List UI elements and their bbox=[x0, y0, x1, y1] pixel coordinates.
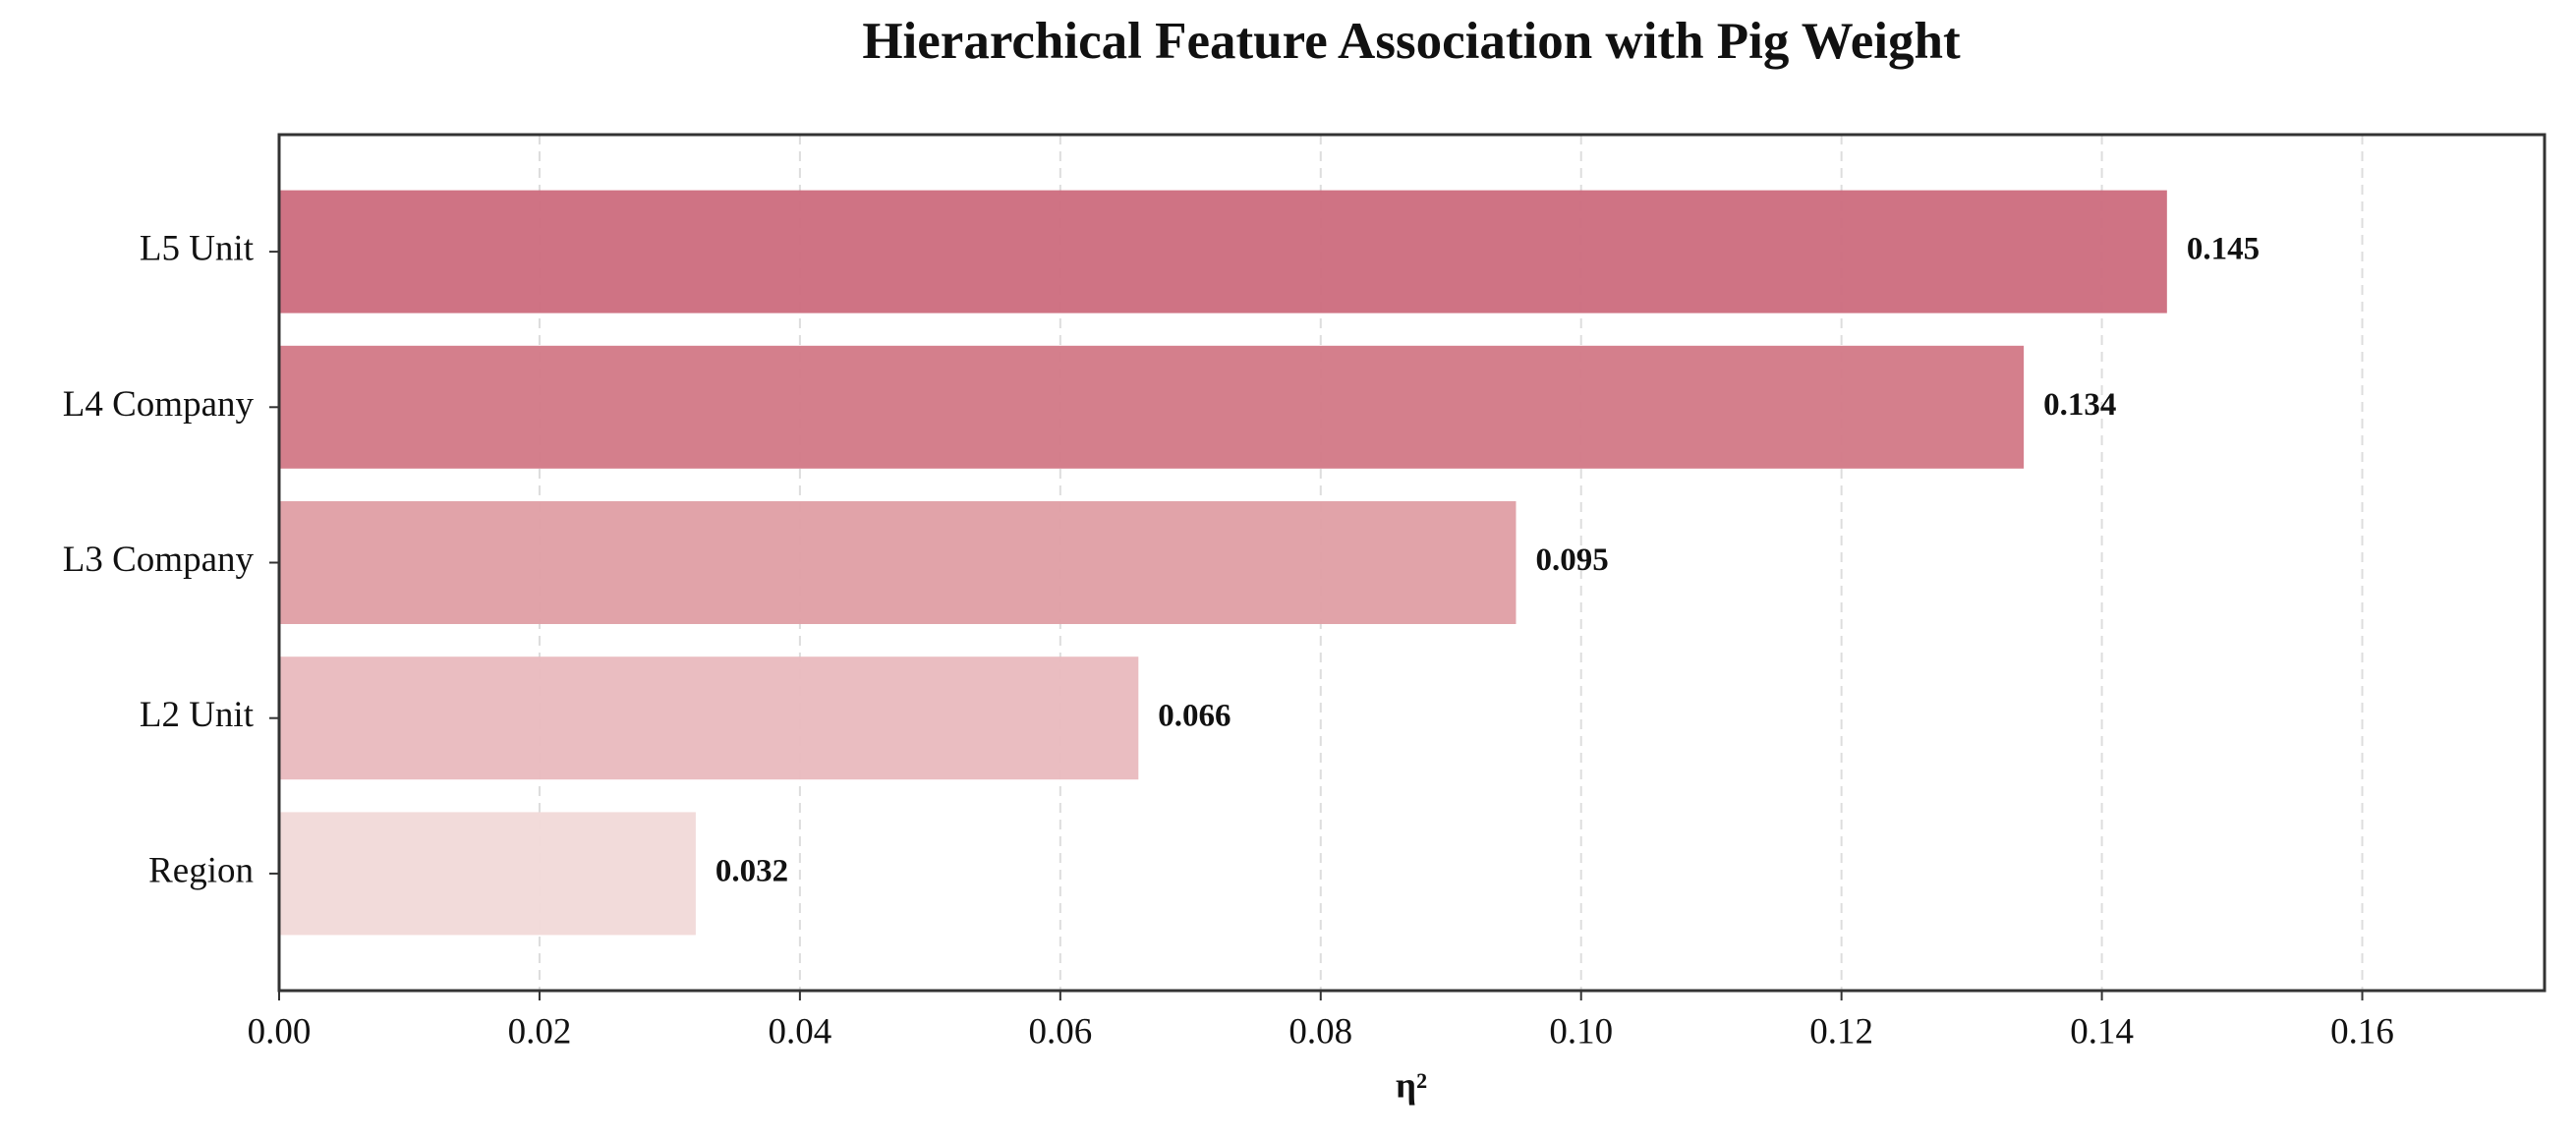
y-tick-label: L4 Company bbox=[63, 384, 255, 425]
y-tick-label: L3 Company bbox=[63, 540, 255, 580]
x-tick-label: 0.00 bbox=[248, 1011, 312, 1052]
x-tick-label: 0.12 bbox=[1809, 1011, 1873, 1052]
value-label: 0.134 bbox=[2043, 387, 2116, 423]
bar bbox=[279, 501, 1517, 624]
value-label: 0.145 bbox=[2187, 232, 2260, 267]
x-axis-label: η² bbox=[1396, 1065, 1427, 1106]
x-tick-label: 0.10 bbox=[1549, 1011, 1613, 1052]
bar bbox=[279, 190, 2167, 314]
x-tick-label: 0.06 bbox=[1028, 1011, 1092, 1052]
x-tick-label: 0.02 bbox=[508, 1011, 572, 1052]
plot-frame bbox=[277, 133, 2547, 993]
y-tick-label: Region bbox=[148, 850, 254, 890]
y-tick-label: L2 Unit bbox=[140, 695, 255, 735]
x-tick-label: 0.08 bbox=[1288, 1011, 1352, 1052]
chart-title: Hierarchical Feature Association with Pi… bbox=[862, 13, 1961, 70]
y-tick-label: L5 Unit bbox=[140, 229, 255, 269]
x-tick-label: 0.14 bbox=[2070, 1011, 2134, 1052]
bar bbox=[279, 345, 2025, 469]
value-label: 0.095 bbox=[1535, 542, 1608, 578]
value-label: 0.066 bbox=[1158, 698, 1231, 733]
x-tick-label: 0.04 bbox=[769, 1011, 832, 1052]
bar bbox=[279, 656, 1139, 780]
bar bbox=[279, 812, 696, 936]
value-label: 0.032 bbox=[716, 853, 788, 888]
x-tick-label: 0.16 bbox=[2330, 1011, 2394, 1052]
